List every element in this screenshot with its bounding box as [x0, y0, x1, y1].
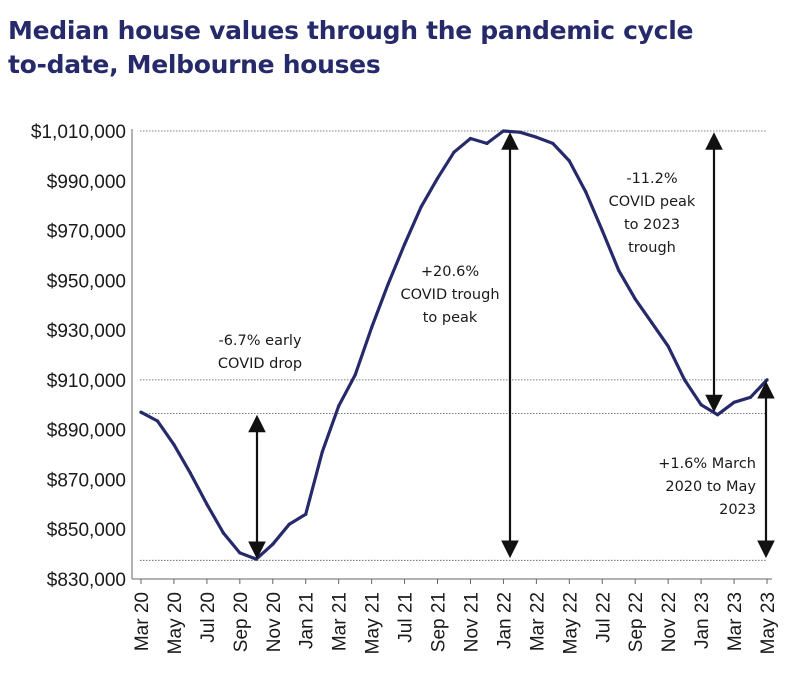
annotation-text: trough [628, 240, 676, 256]
y-tick-label: $950,000 [47, 271, 126, 292]
data-point [419, 205, 423, 209]
y-tick-label: $890,000 [47, 421, 126, 442]
annotation-arrows [248, 132, 775, 560]
chart-title-line-2: to-date, Melbourne houses [8, 50, 381, 79]
y-tick-label: $870,000 [47, 470, 126, 491]
x-tick-label: Mar 22 [527, 592, 548, 651]
data-point [584, 190, 588, 194]
x-tick-label: Sep 21 [429, 592, 450, 652]
y-axis-ticks: $830,000 $850,000 $870,000 $890,000 $910,000… [31, 122, 126, 591]
data-point [386, 282, 390, 286]
annotation-trough-to-peak: +20.6% COVID trough to peak [400, 264, 499, 326]
x-tick-label: Jan 22 [494, 592, 515, 649]
data-point [501, 129, 506, 133]
annotation-text: COVID drop [218, 356, 302, 372]
data-point [172, 443, 176, 447]
annotation-peak-to-trough: -11.2% COVID peak to 2023 trough [609, 171, 696, 256]
data-point [633, 297, 637, 301]
y-tick-label: $970,000 [47, 222, 126, 243]
data-point [238, 551, 242, 555]
y-tick-label: $990,000 [47, 172, 126, 193]
annotation-text: to peak [423, 310, 478, 326]
x-tick-label: Mar 23 [725, 592, 746, 651]
annotation-text: -6.7% early [218, 333, 301, 349]
data-point [221, 531, 225, 535]
reference-lines [140, 130, 766, 561]
x-tick-label: Jul 21 [396, 592, 417, 643]
data-point [567, 159, 571, 163]
annotation-march-to-may: +1.6% March 2020 to May 2023 [658, 456, 756, 518]
series-group [139, 129, 769, 561]
data-point [699, 403, 703, 407]
x-tick-label: Jul 20 [198, 592, 219, 643]
chart-title-line-1: Median house values through the pandemic… [8, 16, 694, 45]
data-point [468, 136, 473, 141]
annotation-text: -11.2% [626, 171, 677, 187]
annotation-text: 2023 [719, 502, 756, 518]
data-point [320, 450, 324, 454]
x-tick-label: Sep 20 [231, 592, 252, 652]
x-tick-label: Mar 20 [132, 592, 153, 651]
data-point [370, 326, 374, 330]
annotation-text: +20.6% [421, 264, 479, 280]
annotation-text: 2020 to May [665, 479, 756, 495]
y-tick-label: $850,000 [47, 520, 126, 541]
annotation-early-drop: -6.7% early COVID drop [218, 333, 302, 372]
x-tick-label: Jan 23 [692, 592, 713, 649]
data-point [139, 410, 143, 414]
data-point [617, 268, 621, 272]
annotation-text: COVID trough [400, 287, 499, 303]
x-tick-label: May 20 [165, 592, 186, 654]
annotation-labels: -6.7% early COVID drop +20.6% COVID trough t… [218, 171, 757, 518]
data-point [485, 141, 489, 146]
data-point [732, 400, 736, 404]
data-point [551, 141, 555, 146]
data-point [435, 176, 440, 180]
data-point [402, 242, 407, 246]
x-tick-label: Nov 21 [461, 592, 482, 652]
y-tick-label: $830,000 [47, 570, 126, 591]
data-point [254, 557, 258, 561]
data-point [683, 378, 687, 382]
axes [131, 129, 772, 580]
y-tick-label: $1,010,000 [31, 122, 126, 143]
x-tick-label: May 21 [363, 592, 384, 654]
data-point [452, 150, 456, 154]
data-point [188, 471, 193, 475]
data-point [353, 373, 357, 377]
x-tick-label: Sep 22 [626, 592, 647, 652]
x-tick-label: May 22 [560, 592, 581, 654]
data-point [600, 228, 604, 233]
chart-title: Median house values through the pandemic… [8, 14, 768, 82]
data-point [765, 378, 769, 382]
y-tick-label: $930,000 [47, 321, 126, 342]
data-point [205, 502, 209, 506]
data-point [534, 135, 538, 139]
data-point [666, 344, 670, 348]
x-tick-label: Nov 20 [264, 592, 285, 652]
data-point [650, 321, 654, 325]
data-point [518, 130, 522, 134]
data-point [337, 404, 341, 408]
annotation-text: +1.6% March [658, 456, 756, 472]
x-tick-label: May 23 [758, 592, 779, 654]
data-point [304, 512, 308, 516]
x-axis-ticks: Mar 20 May 20 Jul 20 Sep 20 Nov 20 Jan 21 Mar … [132, 579, 779, 654]
x-tick-label: Jan 21 [297, 592, 318, 649]
x-tick-label: Jul 22 [593, 592, 614, 643]
data-point [748, 395, 753, 399]
y-tick-label: $910,000 [47, 371, 126, 392]
data-point [287, 522, 291, 526]
data-point [715, 413, 720, 417]
data-point [271, 542, 275, 546]
x-tick-label: Nov 22 [659, 592, 680, 652]
x-tick-label: Mar 21 [330, 592, 351, 651]
data-point [155, 419, 160, 423]
annotation-text: to 2023 [624, 217, 680, 233]
annotation-text: COVID peak [609, 194, 696, 210]
